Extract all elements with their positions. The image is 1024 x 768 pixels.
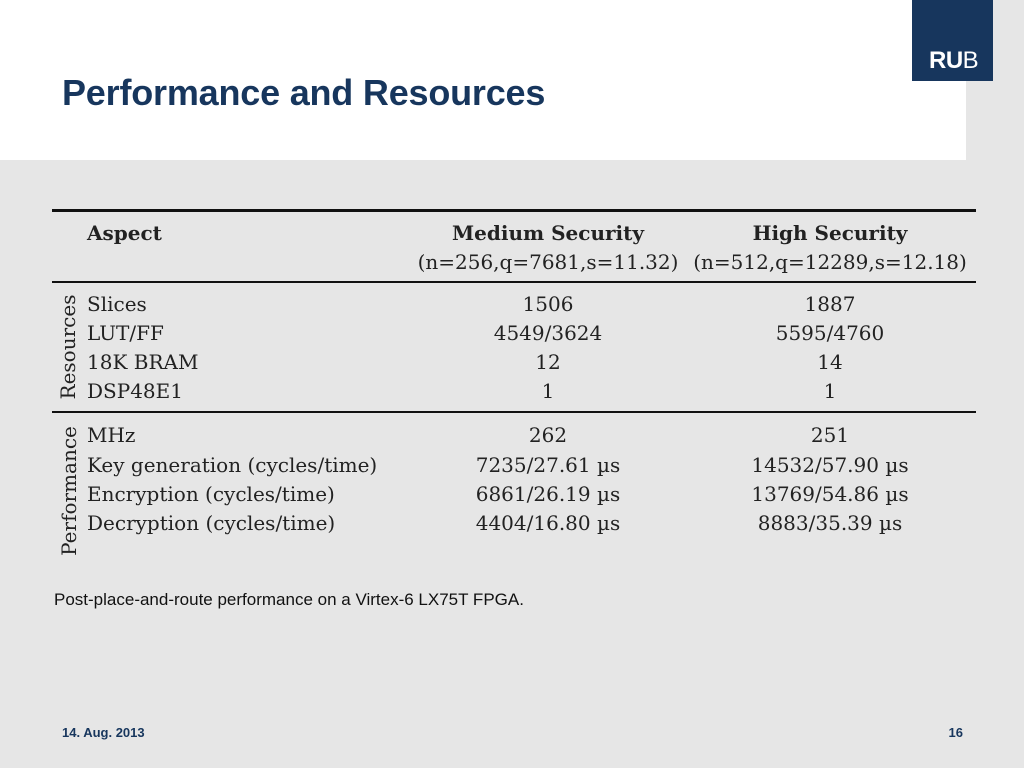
cell-high-lut-ff: 5595/4760 xyxy=(775,321,885,345)
cell-medium-keygen: 7235/27.61 µs xyxy=(475,453,621,477)
cell-medium-lut-ff: 4549/3624 xyxy=(493,321,603,345)
cell-high-keygen: 14532/57.90 µs xyxy=(751,453,909,477)
slide-date: 14. Aug. 2013 xyxy=(62,725,145,740)
group-label-resources: Resources xyxy=(56,294,80,400)
header-high-security: High Security xyxy=(752,221,908,245)
group-label-performance: Performance xyxy=(57,426,81,556)
logo-text-bold: RU xyxy=(929,47,963,74)
table-rule-header xyxy=(52,281,976,283)
page-number: 16 xyxy=(948,725,963,740)
table-top-rule xyxy=(52,209,976,212)
row-aspect-lut-ff: LUT/FF xyxy=(87,321,164,345)
cell-high-mhz: 251 xyxy=(810,423,850,447)
header-aspect: Aspect xyxy=(87,221,162,245)
table-rule-groups xyxy=(52,411,976,413)
row-aspect-dsp: DSP48E1 xyxy=(87,379,183,403)
row-aspect-bram: 18K BRAM xyxy=(87,350,199,374)
cell-high-bram: 14 xyxy=(817,350,843,374)
cell-medium-encryption: 6861/26.19 µs xyxy=(475,482,621,506)
cell-high-slices: 1887 xyxy=(804,292,856,316)
slide-header xyxy=(0,0,966,160)
cell-medium-dsp: 1 xyxy=(541,379,555,403)
table-caption: Post-place-and-route performance on a Vi… xyxy=(54,590,524,609)
cell-medium-mhz: 262 xyxy=(528,423,568,447)
cell-high-dsp: 1 xyxy=(823,379,837,403)
header-medium-security: Medium Security xyxy=(452,221,644,245)
slide-title: Performance and Resources xyxy=(62,72,546,113)
row-aspect-decryption: Decryption (cycles/time) xyxy=(87,511,336,535)
cell-medium-decryption: 4404/16.80 µs xyxy=(475,511,621,535)
cell-high-encryption: 13769/54.86 µs xyxy=(751,482,909,506)
cell-medium-bram: 12 xyxy=(535,350,561,374)
row-aspect-mhz: MHz xyxy=(87,423,136,447)
row-aspect-slices: Slices xyxy=(87,292,147,316)
cell-medium-slices: 1506 xyxy=(522,292,574,316)
rub-logo: RUB xyxy=(912,0,993,81)
header-medium-params: (n=256,q=7681,s=11.32) xyxy=(417,250,679,274)
logo-text-regular: B xyxy=(962,47,979,74)
cell-high-decryption: 8883/35.39 µs xyxy=(757,511,903,535)
row-aspect-encryption: Encryption (cycles/time) xyxy=(87,482,335,506)
header-high-params: (n=512,q=12289,s=12.18) xyxy=(693,250,967,274)
row-aspect-keygen: Key generation (cycles/time) xyxy=(87,453,378,477)
